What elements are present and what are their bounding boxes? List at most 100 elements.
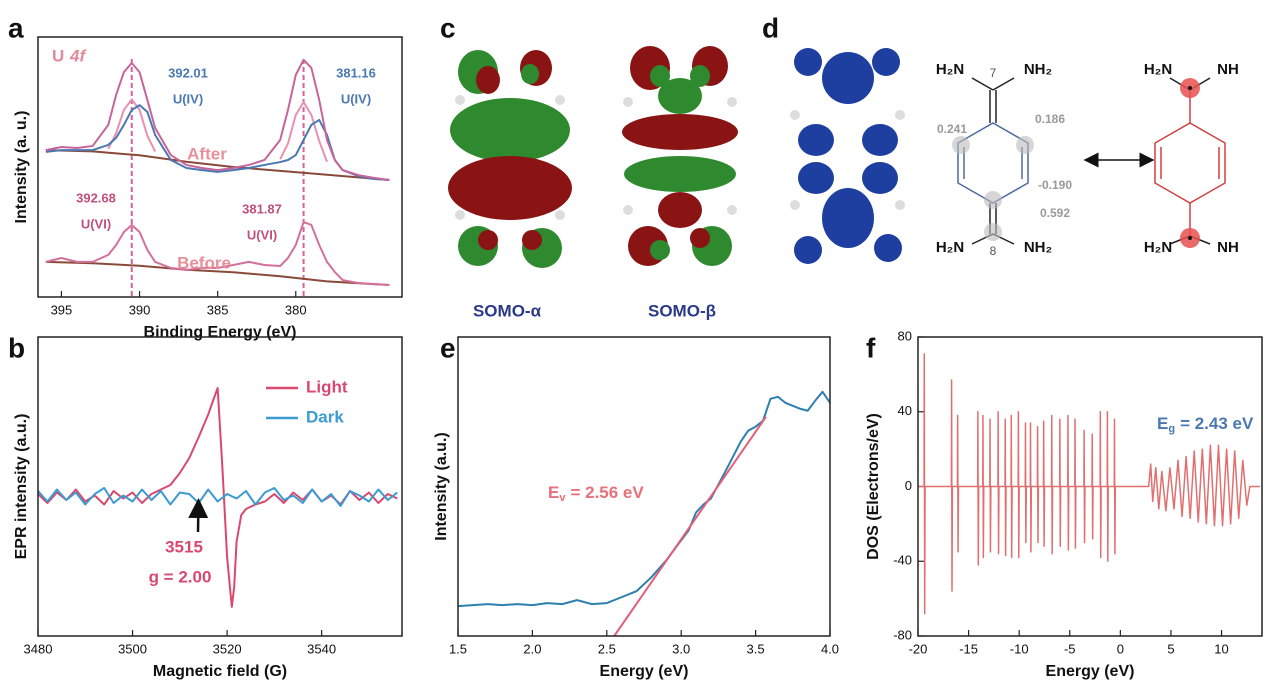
- x-axis-label: Energy (eV): [1046, 663, 1135, 680]
- drawing-ellipse: [521, 64, 539, 84]
- y-axis-label: EPR intensity (a.u.): [13, 414, 30, 560]
- drawing-ellipse: [794, 236, 822, 264]
- peak-state: U(VI): [81, 216, 111, 231]
- drawing-ellipse: [822, 188, 874, 248]
- x-axis-label: Magnetic field (G): [153, 663, 287, 680]
- panel-label: d: [762, 12, 779, 43]
- drawing-circle: [455, 210, 465, 220]
- series-line: [918, 354, 1260, 614]
- drawing-ellipse: [822, 52, 874, 104]
- orbital-label: SOMO-β: [648, 301, 716, 320]
- y-tick-label: -40: [893, 553, 912, 568]
- peak-value: 381.87: [242, 201, 282, 216]
- x-tick-label: 1.5: [449, 641, 467, 656]
- marker-label: g = 2.00: [149, 567, 212, 586]
- energy-value: = 2.56 eV: [570, 483, 644, 502]
- drawing-ellipse: [478, 230, 498, 250]
- series-line: [46, 105, 390, 180]
- drawing-circle: [727, 205, 737, 215]
- spin-value: 0.186: [1035, 112, 1065, 126]
- drawing-circle: [984, 191, 1002, 209]
- series-line: [614, 417, 766, 636]
- panel-label: a: [8, 12, 24, 43]
- y-tick-label: 0: [905, 478, 912, 493]
- drawing-ellipse: [448, 156, 572, 220]
- energy-label: Eg = 2.43 eV: [1157, 414, 1254, 434]
- panel-label: e: [440, 332, 456, 363]
- orbital-render: c SOMO-α SOMO-β: [440, 12, 738, 320]
- legend-label: Dark: [306, 407, 344, 426]
- drawing-circle: [455, 95, 465, 105]
- x-tick-label: 4.0: [821, 641, 839, 656]
- x-tick-label: -15: [959, 641, 978, 656]
- drawing-ellipse: [794, 48, 822, 76]
- drawing-ellipse: [658, 78, 702, 114]
- energy-label: Ev= 2.56 eV: [548, 483, 644, 503]
- group-label: H₂N: [936, 239, 964, 256]
- energy-subscript: g: [1168, 423, 1175, 435]
- drawing-ellipse: [690, 228, 710, 248]
- group-label: NH₂: [1024, 239, 1052, 256]
- drawing-ellipse: [624, 156, 736, 192]
- drawing-ellipse: [872, 48, 900, 76]
- drawing-circle: [895, 200, 905, 210]
- group-label: H₂N: [1144, 61, 1172, 78]
- peak-value: 381.16: [336, 65, 376, 80]
- x-tick-label: 10: [1214, 641, 1228, 656]
- x-tick-label: 2.0: [523, 641, 541, 656]
- drawing-ellipse: [862, 124, 898, 156]
- x-tick-label: 5: [1167, 641, 1174, 656]
- drawing-circle: [790, 110, 800, 120]
- drawing-circle: [727, 97, 737, 107]
- panel-label: b: [8, 332, 25, 363]
- x-tick-label: -10: [1010, 641, 1029, 656]
- drawing-ellipse: [476, 66, 500, 94]
- series-line: [38, 488, 397, 506]
- atom-number: 7: [990, 66, 997, 80]
- x-tick-label: 395: [51, 302, 73, 317]
- panel-label: c: [440, 12, 456, 43]
- energy-symbol: E: [1157, 414, 1168, 433]
- x-tick-label: 3480: [24, 641, 53, 656]
- peak-value: 392.01: [168, 65, 208, 80]
- drawing-ellipse: [622, 114, 738, 150]
- peak-state: U(IV): [341, 91, 371, 106]
- y-axis-label: Intensity (a. u.): [13, 111, 30, 224]
- panel-title-italic: 4f: [69, 46, 87, 65]
- marker-value: 3515: [165, 537, 203, 556]
- x-tick-label: 0: [1117, 641, 1124, 656]
- drawing-ellipse: [450, 98, 570, 162]
- spin-value: -0.190: [1038, 178, 1072, 192]
- drawing-ellipse: [862, 162, 898, 194]
- spin-value: 0.592: [1040, 206, 1070, 220]
- panel-label: f: [866, 332, 876, 363]
- drawing-circle: [1188, 236, 1192, 240]
- x-tick-label: 3.0: [672, 641, 690, 656]
- x-tick-label: 385: [207, 302, 229, 317]
- panel-title: U: [52, 46, 64, 65]
- orbital-label: SOMO-α: [473, 301, 542, 320]
- figure: c SOMO-α SOMO-β d H₂N NH₂ H₂N NH₂ 7 8 0.…: [0, 0, 1263, 686]
- x-tick-label: 3520: [213, 641, 242, 656]
- x-axis-label: Energy (eV): [600, 663, 689, 680]
- legend-label: Light: [306, 377, 348, 396]
- spin-density-render: d H₂N NH₂ H₂N NH₂ 7 8 0.241 0.186 -0.190…: [762, 12, 1239, 264]
- drawing-ellipse: [650, 240, 670, 260]
- x-tick-label: 3.5: [747, 641, 765, 656]
- drawing-circle: [555, 210, 565, 220]
- group-label: NH₂: [1024, 61, 1052, 78]
- energy-value: = 2.43 eV: [1180, 414, 1254, 433]
- y-tick-label: -80: [893, 627, 912, 642]
- drawing-circle: [623, 97, 633, 107]
- drawing-ellipse: [798, 124, 834, 156]
- peak-state: U(IV): [173, 91, 203, 106]
- series-line: [458, 392, 830, 606]
- drawing-circle: [790, 200, 800, 210]
- peak-state: U(VI): [247, 227, 277, 242]
- x-tick-label: 380: [285, 302, 307, 317]
- drawing-circle: [1188, 86, 1192, 90]
- x-tick-label: 390: [129, 302, 151, 317]
- drawing-ellipse: [798, 162, 834, 194]
- y-axis-label: DOS (Electrons/eV): [865, 413, 882, 560]
- group-label: NH: [1217, 61, 1239, 78]
